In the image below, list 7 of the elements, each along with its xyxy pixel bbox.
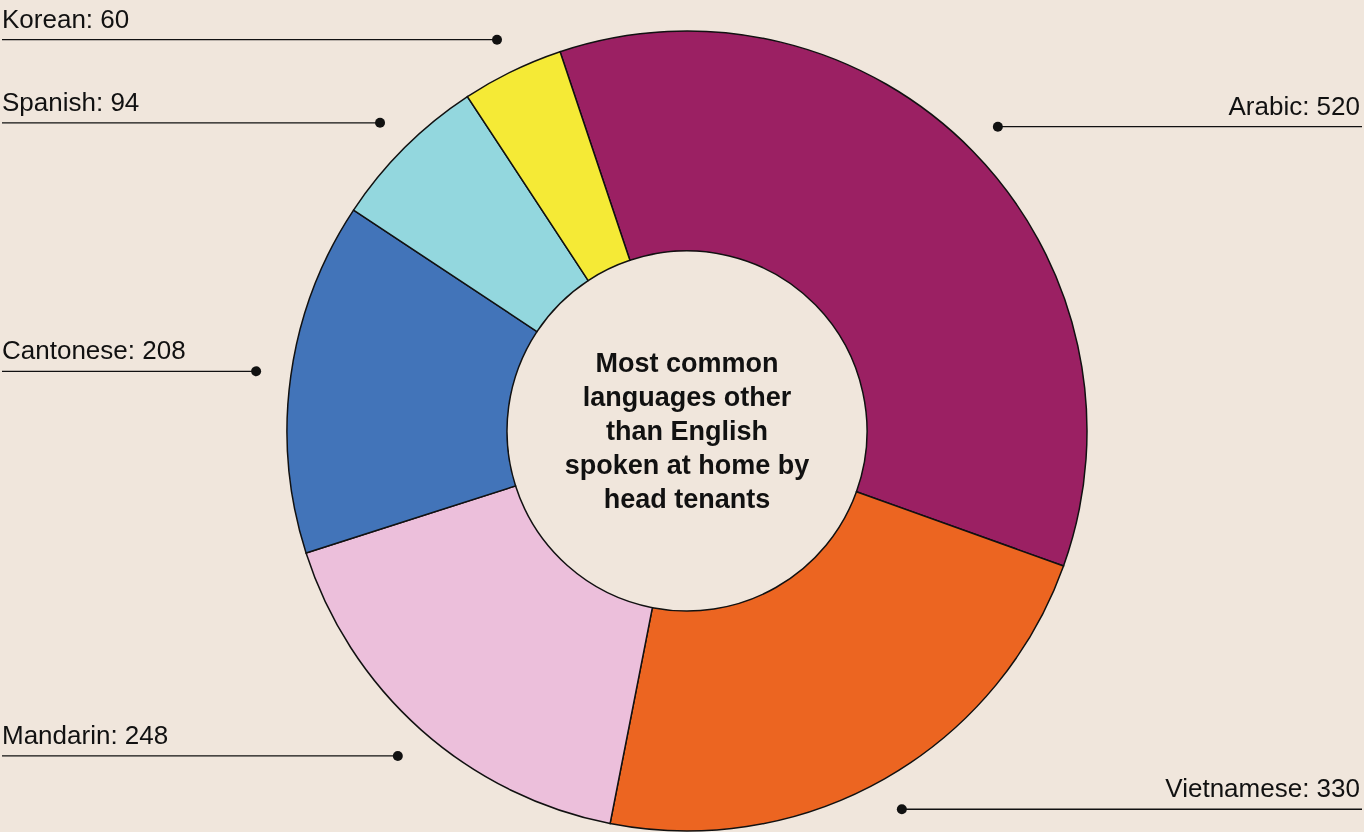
slice-label: Vietnamese: 330 (1165, 773, 1360, 804)
slice-label: Cantonese: 208 (2, 335, 186, 366)
slice-label: Arabic: 520 (1228, 90, 1360, 121)
slice-label: Korean: 60 (2, 3, 130, 34)
slice-label: Spanish: 94 (2, 86, 140, 117)
slice-label: Mandarin: 248 (2, 719, 169, 750)
text: Most common languages other than English spoken at home by head tenants (564, 348, 810, 514)
